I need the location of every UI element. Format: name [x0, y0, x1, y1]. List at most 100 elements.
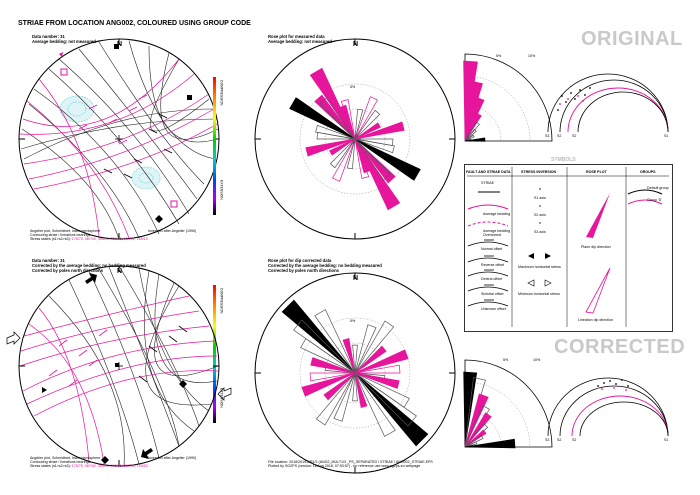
legend-col-fault: FAULT AND STRIAE DATA	[466, 170, 511, 174]
tr-s3-label: S3	[545, 134, 550, 138]
tl-foot-1: Angelier plot, Schmidtnet, lower hemisph…	[30, 229, 101, 233]
rose-petal	[329, 138, 356, 156]
legend-normal: Normal offset	[481, 247, 503, 251]
rose-petal	[354, 138, 419, 180]
quarter-rose-petal	[464, 438, 516, 449]
legend-lin-dip: Lineation dip direction	[578, 318, 613, 322]
tl-compression-label: COMPRESSION	[219, 80, 224, 106]
legend-unknown: Unknown offset	[481, 307, 506, 311]
legend-plane-dip: Plane dip direction	[581, 245, 611, 249]
br-pct-1: 5%	[503, 358, 509, 362]
br-s1-label: S1	[664, 438, 669, 442]
tl-extension-label: EXTENSION	[219, 180, 224, 200]
rose-petal	[339, 104, 356, 140]
bl-foot-1: Angelier plot, Schmidtnet, lower hemisph…	[30, 456, 101, 460]
rose-petal	[323, 372, 356, 401]
rose-petal	[354, 372, 396, 437]
rose-petal	[315, 372, 356, 426]
tr-s2b-label: S2	[572, 134, 577, 138]
tl-data-number: Data number: 31	[32, 34, 65, 39]
legend-min-h: Minimum horizontal stress	[518, 292, 560, 296]
bl-compression-label: COMPRESSION	[219, 288, 224, 314]
rose-petal	[315, 124, 356, 140]
bm-plotted-by: Plotted by SG2PS (version: 16 Aug 2018, …	[268, 464, 421, 468]
legend-box	[464, 164, 673, 332]
rose-petal	[329, 138, 356, 169]
rose-petal	[301, 372, 356, 397]
tr-pct-2: 10%	[528, 54, 536, 58]
rose-petal	[354, 345, 387, 374]
rose-petal	[354, 372, 410, 408]
br-s2-label: S2	[557, 438, 562, 442]
rose-petal	[332, 138, 356, 182]
bl-extension-label: EXTENSION	[219, 388, 224, 408]
bm-file-location: File location: 2018/2019-DR1/2 (ANG2_MUL…	[268, 460, 433, 464]
rose-petal	[354, 324, 377, 374]
rose-petal	[314, 94, 356, 140]
br-s2b-label: S2	[572, 438, 577, 442]
tr-s2-label: S2	[557, 134, 562, 138]
rose-petal	[354, 372, 368, 408]
symbols-heading: SYMBOLS	[551, 157, 576, 163]
legend-sinistral: Sinistral offset	[481, 292, 504, 296]
tr-s1-label: S1	[664, 134, 669, 138]
quarter-rose-petal	[464, 137, 486, 142]
legend-s3: S3 axis	[534, 230, 546, 234]
bl-inversion: Inversion after Angelier (1990)	[148, 456, 197, 460]
rose-petal	[342, 338, 356, 374]
legend-default-group: Default group	[647, 186, 669, 190]
bm-ring-label: 5%	[350, 319, 356, 323]
rose-petal	[333, 372, 356, 422]
rose-petal	[354, 372, 400, 389]
legend-col-groups: GROUPS	[640, 170, 656, 174]
bl-foot-3: Stress states (s1>s2>s3): 175/75, 087/00…	[30, 464, 148, 468]
bl-north-label: N	[117, 268, 123, 275]
tl-north-label: N	[117, 41, 123, 48]
bm-north-label: N	[353, 275, 359, 282]
legend-group-d: Group 'D'	[647, 198, 662, 202]
rose-petal	[354, 96, 378, 140]
rose-petal	[352, 372, 358, 402]
bl-data-number: Data number: 31	[32, 258, 65, 263]
legend-reverse: Reverse offset	[481, 263, 505, 267]
rose-petal	[354, 349, 409, 374]
legend-s1: S1 axis	[534, 196, 546, 200]
tl-inversion: Inversion after Angelier (1990)	[148, 229, 197, 233]
rose-petal	[300, 338, 356, 374]
rose-petal	[354, 138, 396, 184]
rose-petal	[319, 97, 356, 140]
rose-petal	[354, 121, 405, 140]
rose-petal	[354, 364, 401, 374]
legend-s2: S2 axis	[534, 213, 546, 217]
quarter-rose-petal	[464, 134, 475, 142]
rose-petal	[352, 344, 358, 374]
rose-petal	[354, 122, 381, 140]
rose-petal	[305, 138, 356, 157]
tl-avg-bedding: Average bedding: not measured	[32, 39, 96, 44]
rose-petal	[354, 138, 395, 154]
bm-title: Rose plot for dip corrected data	[268, 258, 332, 263]
legend-striae: STRIAE	[481, 181, 494, 185]
rose-petal	[354, 108, 364, 140]
legend-col-stress: STRESS INVERSION	[521, 170, 557, 174]
legend-avg-bedding-ov: Average bedding Overturned	[483, 229, 511, 238]
rose-petal	[309, 372, 356, 382]
bm-corrected-poles: Corrected by poles north directions	[268, 268, 339, 273]
legend-avg-bedding: Average bedding	[483, 212, 511, 216]
rose-petal	[346, 138, 356, 170]
br-s3-label: S3	[545, 438, 550, 442]
bl-foot-2: Contouring striae / lineations bearings	[30, 460, 91, 464]
tr-pct-1: 5%	[496, 54, 502, 58]
br-pct-2: 10%	[533, 358, 541, 362]
rose-petal	[310, 357, 356, 374]
